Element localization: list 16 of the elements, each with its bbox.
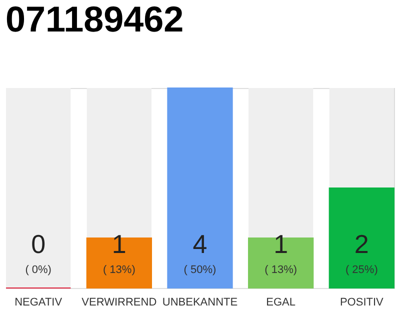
data-label: 0	[31, 229, 46, 259]
data-label: 1	[274, 229, 288, 259]
x-tick-label: UNBEKANNTE	[162, 296, 238, 308]
annotation: ( 13%)	[102, 264, 136, 276]
annotation: ( 0%)	[25, 264, 52, 276]
data-label: 4	[192, 229, 208, 259]
data-label: 1	[112, 229, 126, 259]
x-tick-label: POSITIV	[340, 296, 384, 308]
annotation: ( 25%)	[345, 264, 378, 276]
chart-title: 071189462	[6, 0, 184, 40]
annotation: ( 13%)	[264, 264, 298, 276]
x-tick-label: NEGATIV	[14, 296, 63, 308]
data-label: 2	[354, 229, 369, 259]
x-tick-label: EGAL	[266, 296, 296, 308]
x-tick-label: VERWIRREND	[82, 296, 157, 308]
annotation: ( 50%)	[184, 264, 216, 276]
